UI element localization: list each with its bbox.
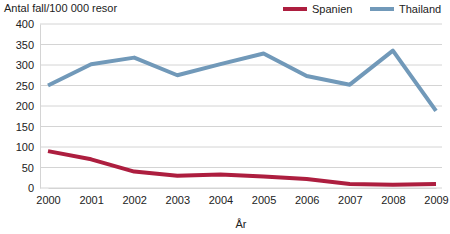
x-axis-line — [49, 188, 437, 189]
y-tick-label: 0 — [28, 182, 34, 194]
x-tick-label: 2008 — [381, 194, 405, 206]
legend: Spanien Thailand — [283, 3, 441, 15]
y-tick: 50 — [22, 162, 40, 174]
x-tick: 2004 — [209, 188, 233, 206]
x-tick-label: 2009 — [424, 194, 448, 206]
x-tick: 2009 — [424, 188, 448, 206]
legend-label: Thailand — [399, 3, 441, 15]
chart: 0 50 100 150 200 250 300 350 400 2000 2001 2002 2003… — [0, 0, 450, 234]
y-tick-label: 300 — [16, 59, 34, 71]
y-tick: 150 — [16, 121, 40, 133]
grid-line — [40, 44, 442, 45]
legend-swatch — [283, 7, 307, 11]
series-line — [48, 51, 436, 111]
y-tick: 100 — [16, 141, 40, 153]
x-tick: 2006 — [295, 188, 319, 206]
plot-lines — [48, 51, 436, 185]
legend-label: Spanien — [312, 3, 352, 15]
legend-swatch — [370, 7, 394, 11]
grid-line — [40, 24, 442, 25]
y-tick: 400 — [16, 18, 40, 30]
x-tick: 2001 — [79, 188, 103, 206]
x-tick-label: 2000 — [36, 194, 60, 206]
grid — [40, 24, 442, 188]
x-tick-label: 2001 — [79, 194, 103, 206]
x-tick-label: 2006 — [295, 194, 319, 206]
grid-line — [40, 188, 442, 189]
y-tick-label: 200 — [16, 100, 34, 112]
y-tick: 200 — [16, 100, 40, 112]
grid-line — [40, 106, 442, 107]
x-tick: 2008 — [381, 188, 405, 206]
series-line — [48, 151, 436, 185]
y-tick: 300 — [16, 59, 40, 71]
grid-line — [40, 147, 442, 148]
y-tick: 0 — [28, 182, 40, 194]
x-tick-label: 2003 — [166, 194, 190, 206]
x-tick: 2007 — [338, 188, 362, 206]
x-tick-label: 2007 — [338, 194, 362, 206]
y-tick-label: 250 — [16, 80, 34, 92]
y-tick-label: 100 — [16, 141, 34, 153]
x-tick-label: 2002 — [122, 194, 146, 206]
grid-line — [40, 85, 442, 86]
grid-line — [40, 167, 442, 168]
x-axis-title: År — [236, 218, 247, 230]
x-axis: 2000 2001 2002 2003 2004 2005 2006 2007 2008 2009 — [36, 188, 448, 206]
x-tick-label: 2005 — [252, 194, 276, 206]
y-tick: 250 — [16, 80, 40, 92]
y-axis-title: Antal fall/100 000 resor — [4, 2, 117, 14]
x-tick-label: 2004 — [209, 194, 233, 206]
y-axis: 0 50 100 150 200 250 300 350 400 — [16, 18, 41, 194]
x-tick: 2003 — [166, 188, 190, 206]
y-tick: 350 — [16, 39, 40, 51]
x-tick: 2005 — [252, 188, 276, 206]
grid-line — [40, 126, 442, 127]
y-axis-line — [40, 25, 41, 189]
y-tick-label: 350 — [16, 39, 34, 51]
y-tick-label: 400 — [16, 18, 34, 30]
y-tick-label: 150 — [16, 121, 34, 133]
x-tick: 2000 — [36, 188, 60, 206]
x-tick: 2002 — [122, 188, 146, 206]
y-tick-label: 50 — [22, 162, 34, 174]
